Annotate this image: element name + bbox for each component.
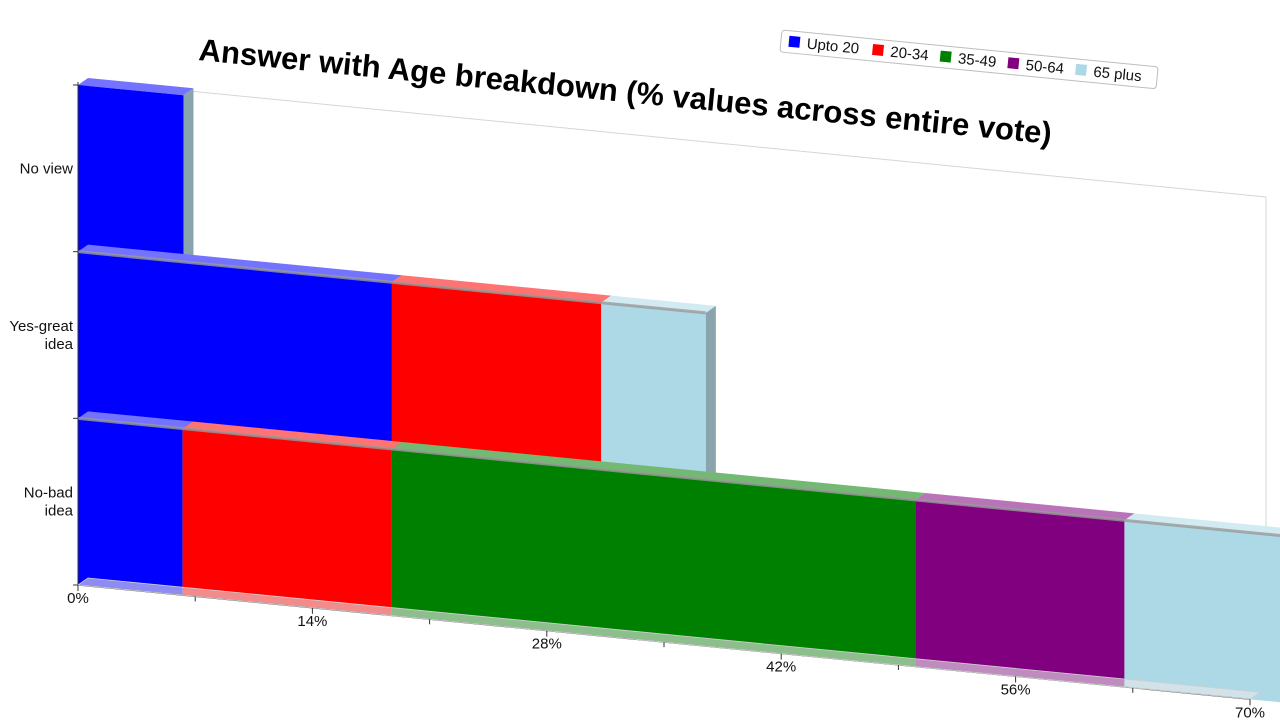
bar-top-face — [78, 411, 193, 429]
bar-top-face — [182, 421, 402, 449]
legend-label: 50-64 — [1025, 57, 1065, 78]
x-tick-label: 42% — [766, 659, 796, 676]
x-tick-label: 28% — [532, 636, 562, 653]
bar-segment — [1124, 520, 1280, 703]
category-label: No-bad idea — [24, 485, 74, 520]
bar-top-face — [1124, 513, 1280, 536]
row-top-edge — [77, 416, 1280, 538]
legend-swatch — [939, 50, 952, 63]
bar-top-face — [391, 275, 612, 303]
bar-top-face — [601, 295, 716, 313]
bar-segment — [182, 428, 392, 616]
bar-segment — [78, 418, 183, 596]
axes-layer: 0% 14% 28% 42% 56% 70% No view Yes-great idea No-… — [9, 82, 1265, 720]
bar-top-face — [391, 441, 926, 500]
bar-end-cap — [183, 88, 194, 262]
bar-segment — [78, 251, 392, 449]
x-tick-label: 56% — [1001, 681, 1031, 698]
legend-swatch — [1075, 63, 1088, 76]
bar-top-face — [78, 244, 402, 283]
x-tick-label: 0% — [67, 590, 89, 607]
legend: Upto 20 20-34 35-49 50-64 65 plus — [779, 29, 1159, 90]
bar-segment — [78, 85, 184, 262]
bar-segment — [391, 448, 916, 667]
row-top-edge — [77, 250, 707, 315]
legend-swatch — [788, 35, 801, 48]
legend-label: 20-34 — [890, 44, 930, 65]
legend-swatch — [871, 43, 885, 56]
legend-swatch — [1007, 57, 1020, 70]
x-tick-label: 14% — [297, 613, 327, 630]
bar-top-face — [78, 78, 194, 96]
legend-label: 35-49 — [957, 50, 997, 71]
bar-end-cap — [705, 305, 716, 480]
legend-label: 65 plus — [1093, 64, 1143, 86]
bar-top-face — [915, 492, 1135, 521]
bar-segment — [915, 499, 1125, 688]
legend-label: Upto 20 — [806, 36, 860, 58]
bar-segment — [601, 302, 706, 480]
category-label: Yes-great idea — [9, 318, 73, 353]
bar-segment — [391, 282, 602, 470]
plot-top-edge — [87, 80, 1267, 198]
bars-layer — [77, 78, 1280, 703]
x-tick-label: 70% — [1235, 704, 1265, 720]
category-label: No view — [20, 160, 74, 177]
x-axis-floor — [76, 577, 1262, 700]
